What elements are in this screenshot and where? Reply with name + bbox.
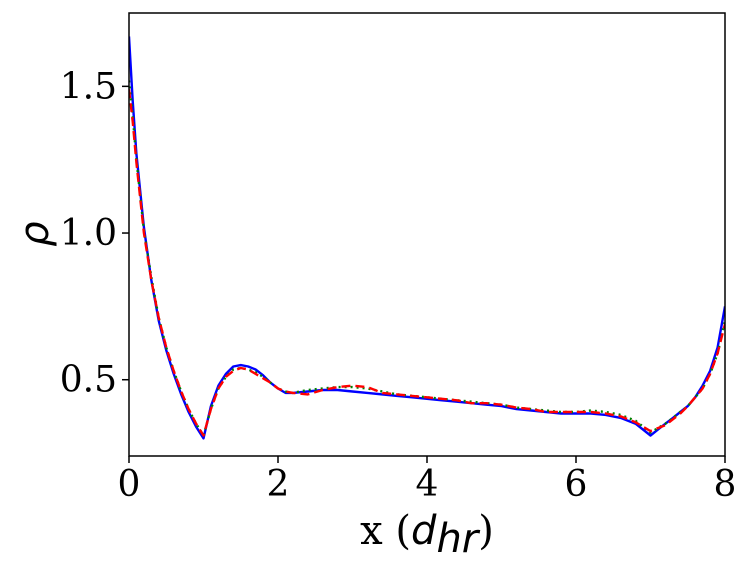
series-line-dotted — [129, 80, 725, 437]
x-tick-label: 4 — [416, 464, 439, 505]
x-axis-label-var: d — [411, 508, 437, 554]
x-axis-label: x (dhr) — [360, 508, 494, 562]
y-tick-label: 1.0 — [60, 213, 117, 254]
x-tick-label: 2 — [267, 464, 290, 505]
series-line-solid — [129, 36, 725, 440]
x-axis-label-close: ) — [478, 508, 494, 554]
x-axis-ticks: 0 2 4 6 8 — [118, 456, 737, 505]
x-axis-label-main: x ( — [360, 508, 411, 554]
y-axis-ticks: 0.5 1.0 1.5 — [60, 66, 129, 401]
series-line-dashed — [129, 89, 725, 437]
x-tick-label: 6 — [565, 464, 588, 505]
y-axis-label: ρ — [12, 221, 58, 246]
y-tick-label: 0.5 — [60, 360, 117, 401]
x-axis-label-sub: hr — [436, 516, 480, 562]
x-tick-label: 8 — [714, 464, 737, 505]
x-tick-label: 0 — [118, 464, 141, 505]
series-layer — [129, 36, 725, 440]
y-tick-label: 1.5 — [60, 66, 117, 107]
